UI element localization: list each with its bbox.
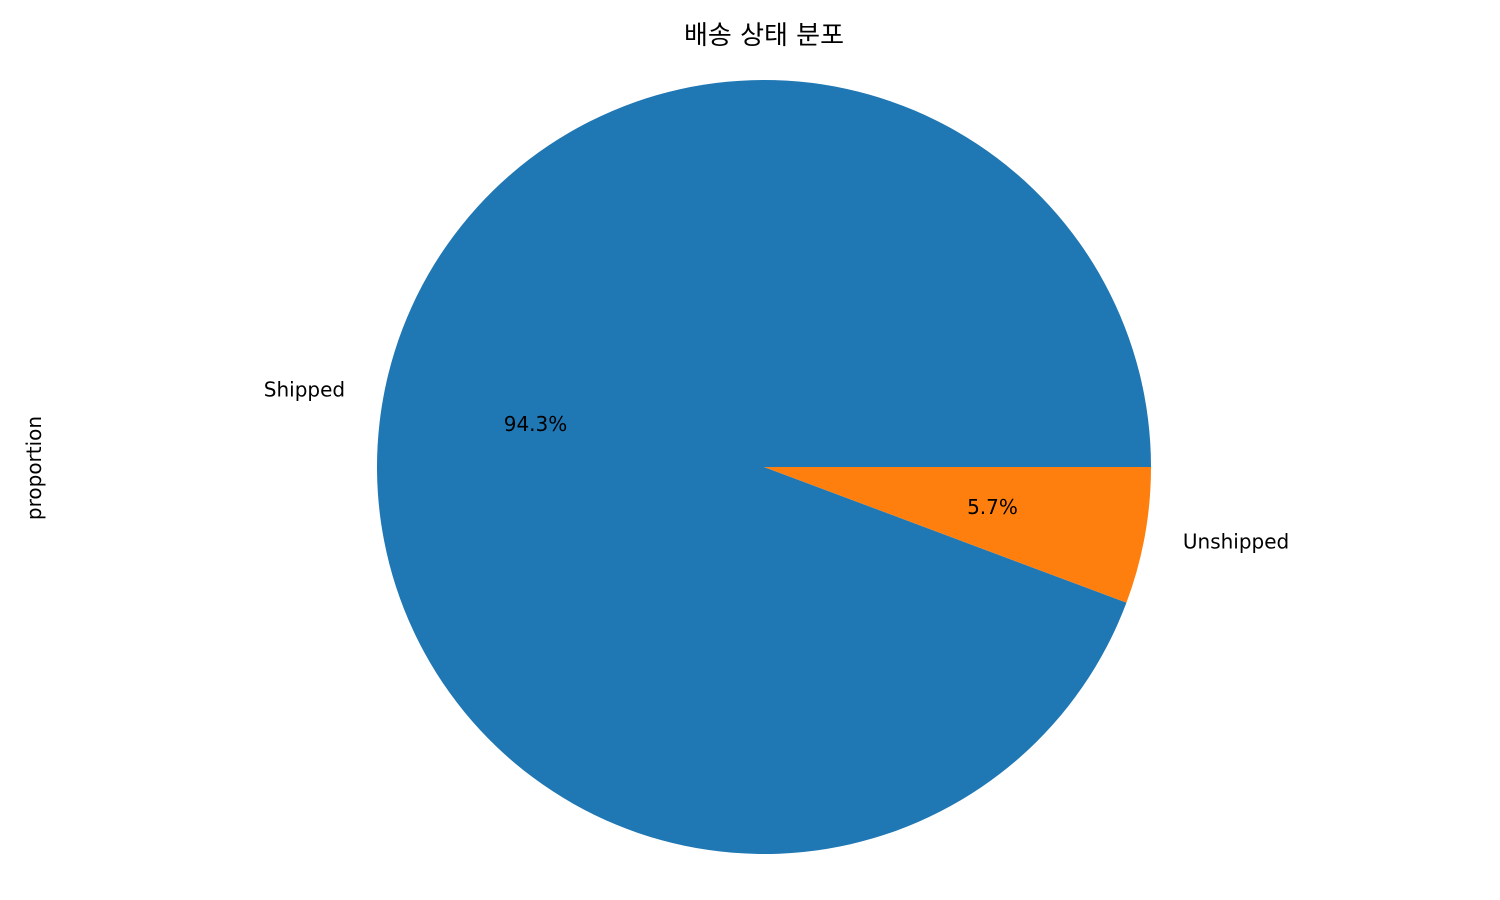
chart-title: 배송 상태 분포 [684,21,844,51]
y-axis-label: proportion [22,416,46,520]
percent-label-shipped: 94.3% [504,412,568,436]
percent-label-unshipped: 5.7% [967,495,1018,519]
category-label-shipped: Shipped [264,378,345,402]
category-label-unshipped: Unshipped [1183,529,1289,553]
pie-labels: Shipped 94.3% Unshipped 5.7% [264,378,1289,554]
pie-slice-shipped [376,80,1151,855]
pie-slices [376,80,1151,855]
pie-slice-unshipped [764,467,1151,603]
